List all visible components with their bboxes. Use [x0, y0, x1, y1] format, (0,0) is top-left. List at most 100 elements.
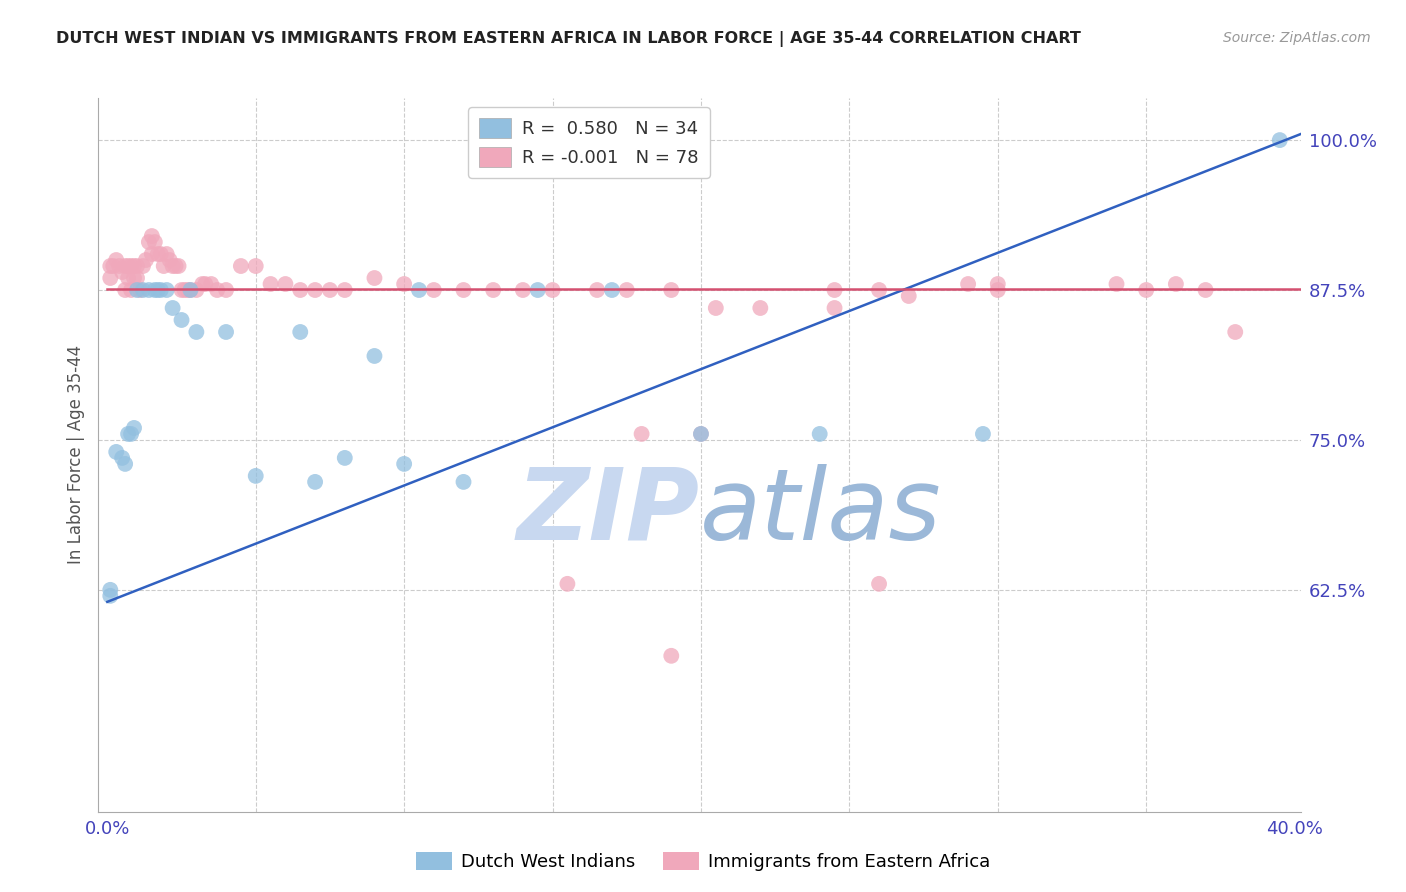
Point [690, 426, 713, 441]
Point [363, 349, 385, 363]
Point [138, 235, 160, 249]
Point [143, 283, 166, 297]
Point [659, 648, 682, 663]
Point [200, 277, 222, 291]
Point [215, 283, 238, 297]
Point [274, 277, 297, 291]
Point [120, 283, 142, 297]
Point [1105, 277, 1128, 291]
Point [290, 325, 312, 339]
Text: ZIP: ZIP [516, 464, 700, 560]
Point [749, 301, 772, 315]
Point [156, 247, 179, 261]
Point [138, 283, 160, 297]
Point [453, 283, 475, 297]
Point [162, 259, 184, 273]
Point [105, 445, 128, 459]
Point [167, 259, 190, 273]
Point [98, 582, 121, 597]
Point [165, 259, 187, 273]
Point [630, 426, 652, 441]
Point [600, 283, 623, 297]
Point [897, 289, 920, 303]
Point [972, 426, 994, 441]
Point [143, 235, 166, 249]
Point [122, 271, 145, 285]
Point [120, 259, 142, 273]
Point [1225, 325, 1247, 339]
Point [129, 283, 152, 297]
Point [1164, 277, 1187, 291]
Point [105, 253, 128, 268]
Point [146, 247, 169, 261]
Point [392, 457, 415, 471]
Point [120, 426, 142, 441]
Point [319, 283, 342, 297]
Point [482, 283, 505, 297]
Point [868, 283, 890, 297]
Point [191, 277, 214, 291]
Point [170, 283, 193, 297]
Point [824, 283, 846, 297]
Point [194, 277, 217, 291]
Point [245, 259, 267, 273]
Point [1268, 133, 1291, 147]
Point [229, 259, 252, 273]
Point [186, 325, 208, 339]
Point [159, 253, 181, 268]
Point [149, 247, 172, 261]
Point [114, 283, 136, 297]
Point [453, 475, 475, 489]
Point [304, 475, 326, 489]
Point [557, 577, 579, 591]
Point [808, 426, 831, 441]
Point [333, 450, 356, 465]
Point [824, 301, 846, 315]
Point [526, 283, 548, 297]
Point [586, 283, 609, 297]
Point [103, 259, 125, 273]
Point [122, 421, 145, 435]
Y-axis label: In Labor Force | Age 35-44: In Labor Force | Age 35-44 [66, 345, 84, 565]
Point [290, 283, 312, 297]
Point [173, 283, 195, 297]
Point [215, 325, 238, 339]
Point [392, 277, 415, 291]
Point [114, 259, 136, 273]
Point [108, 259, 131, 273]
Point [408, 283, 430, 297]
Point [333, 283, 356, 297]
Point [957, 277, 980, 291]
Point [541, 283, 564, 297]
Point [704, 301, 727, 315]
Point [186, 283, 208, 297]
Point [98, 271, 121, 285]
Point [170, 313, 193, 327]
Point [512, 283, 534, 297]
Point [122, 259, 145, 273]
Point [690, 426, 713, 441]
Point [141, 247, 163, 261]
Point [125, 259, 148, 273]
Point [132, 259, 155, 273]
Point [176, 283, 198, 297]
Point [259, 277, 281, 291]
Point [987, 277, 1010, 291]
Point [111, 450, 134, 465]
Point [179, 283, 201, 297]
Point [149, 283, 172, 297]
Point [141, 229, 163, 244]
Text: Source: ZipAtlas.com: Source: ZipAtlas.com [1223, 31, 1371, 45]
Point [179, 283, 201, 297]
Point [245, 469, 267, 483]
Point [117, 426, 139, 441]
Point [132, 283, 155, 297]
Point [117, 259, 139, 273]
Point [146, 283, 169, 297]
Point [117, 271, 139, 285]
Point [152, 259, 174, 273]
Point [304, 283, 326, 297]
Text: DUTCH WEST INDIAN VS IMMIGRANTS FROM EASTERN AFRICA IN LABOR FORCE | AGE 35-44 C: DUTCH WEST INDIAN VS IMMIGRANTS FROM EAS… [56, 31, 1081, 47]
Point [111, 265, 134, 279]
Legend: Dutch West Indians, Immigrants from Eastern Africa: Dutch West Indians, Immigrants from East… [409, 845, 997, 879]
